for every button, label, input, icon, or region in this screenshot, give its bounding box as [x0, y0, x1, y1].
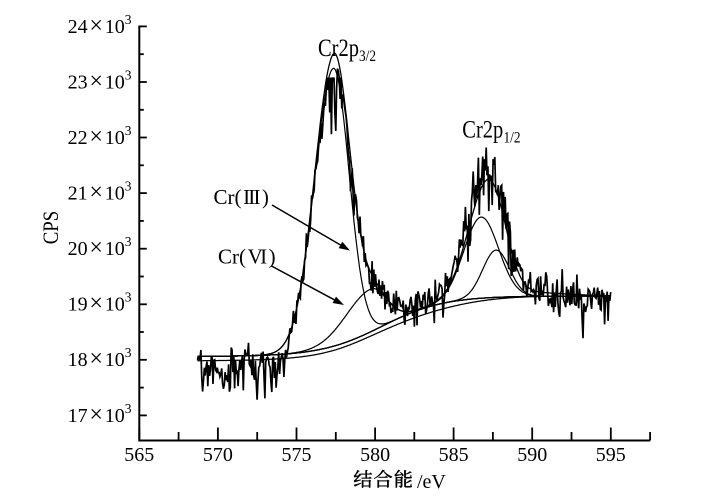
- svg-text:565: 565: [124, 444, 154, 466]
- svg-text:18×103: 18×103: [68, 345, 132, 372]
- svg-text:22×103: 22×103: [68, 123, 132, 150]
- svg-text:20×103: 20×103: [68, 234, 132, 261]
- svg-text:/eV: /eV: [417, 471, 446, 493]
- svg-text:575: 575: [282, 444, 312, 466]
- svg-text:17×103: 17×103: [68, 401, 132, 428]
- svg-text:CPS: CPS: [38, 211, 63, 245]
- svg-text:3/2: 3/2: [359, 48, 376, 65]
- svg-text:Cr2p: Cr2p: [462, 117, 503, 144]
- svg-text:590: 590: [517, 444, 547, 466]
- svg-text:Cr2p: Cr2p: [318, 35, 359, 62]
- svg-text:19×103: 19×103: [68, 290, 132, 317]
- svg-text:23×103: 23×103: [68, 67, 132, 94]
- svg-text:570: 570: [203, 444, 233, 466]
- svg-text:1/2: 1/2: [504, 130, 521, 147]
- svg-text:585: 585: [439, 444, 469, 466]
- svg-text:21×103: 21×103: [68, 179, 132, 206]
- svg-text:595: 595: [596, 444, 626, 466]
- svg-text:24×103: 24×103: [68, 12, 132, 39]
- svg-text:580: 580: [360, 444, 390, 466]
